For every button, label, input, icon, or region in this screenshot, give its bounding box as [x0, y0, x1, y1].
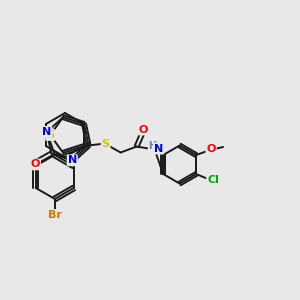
Text: H: H — [148, 140, 157, 151]
Text: N: N — [68, 155, 77, 165]
Text: Cl: Cl — [207, 175, 219, 185]
Text: O: O — [139, 124, 148, 134]
Text: N: N — [154, 143, 163, 154]
Text: S: S — [102, 139, 110, 148]
Text: N: N — [42, 127, 51, 137]
Text: Br: Br — [48, 210, 62, 220]
Text: O: O — [31, 159, 40, 170]
Text: S: S — [46, 130, 54, 140]
Text: O: O — [206, 144, 216, 154]
